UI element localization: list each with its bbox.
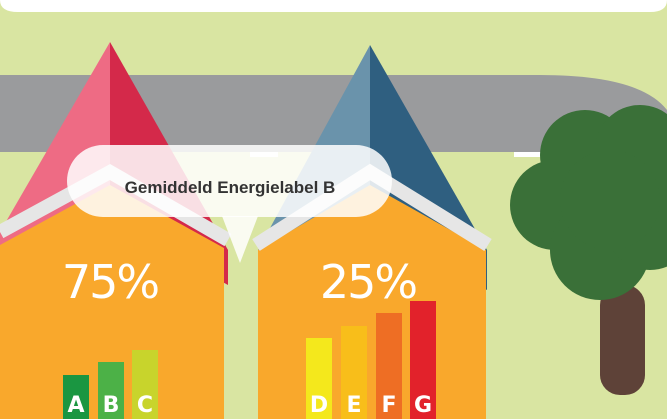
top-panel — [0, 0, 667, 12]
road-dash — [514, 152, 542, 157]
share-label: 25% — [320, 255, 417, 309]
energy-letter: F — [381, 393, 396, 418]
energy-letter: D — [310, 393, 328, 418]
share-label: 75% — [62, 255, 159, 309]
energy-letter: C — [137, 393, 153, 418]
tooltip-text: Gemiddeld Energielabel B — [125, 178, 336, 197]
page: Gemiddeld Energielabel B 75% 25% ABC DEFG… — [0, 0, 667, 419]
tree-trunk — [600, 285, 645, 395]
energy-letter: G — [414, 393, 432, 418]
energy-letter: E — [346, 393, 361, 418]
illustration: Gemiddeld Energielabel B 75% 25% ABC DEFG — [0, 0, 667, 419]
energy-letter: A — [67, 393, 84, 418]
energy-letter: B — [103, 393, 120, 418]
